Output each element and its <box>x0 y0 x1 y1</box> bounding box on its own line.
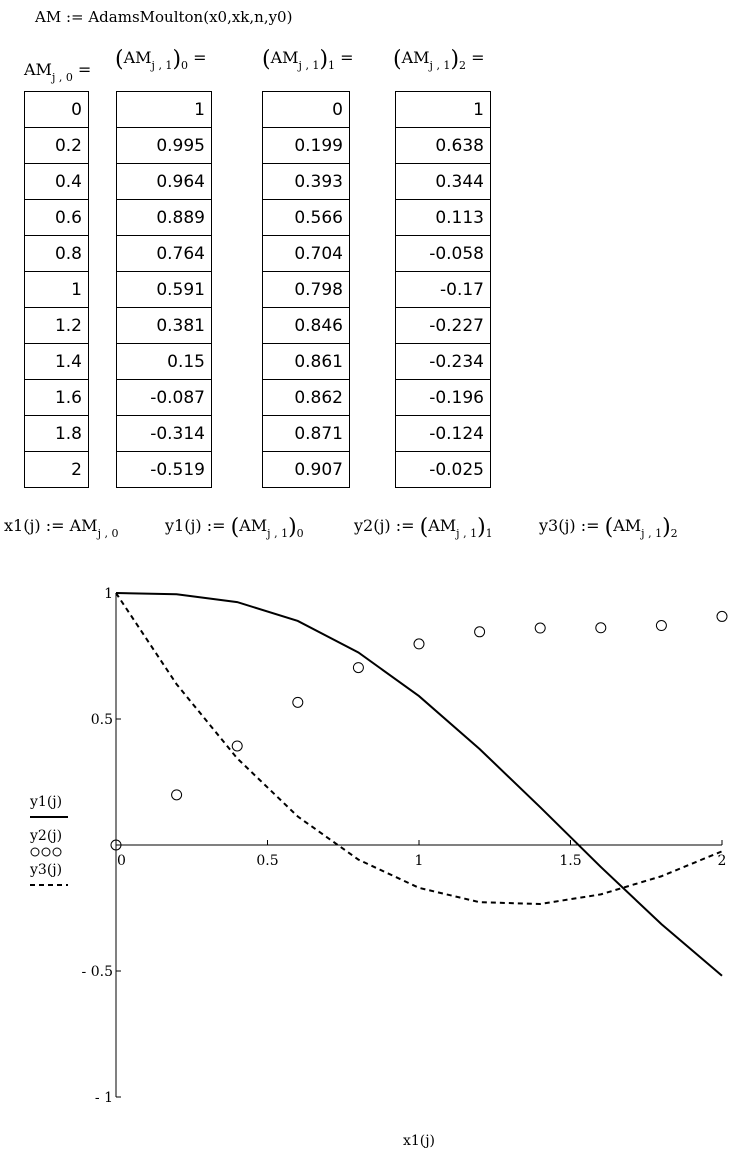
table-cell-y2: 0.846 <box>263 308 349 344</box>
table-cell-y3: -0.196 <box>396 380 490 416</box>
table-cell-y3: -0.124 <box>396 416 490 452</box>
table-cell-y3: 0.113 <box>396 200 490 236</box>
data-point-y2 <box>716 610 728 622</box>
table-cell-y3: -0.025 <box>396 452 490 488</box>
table-cell-y3: -0.17 <box>396 272 490 308</box>
table-cell-x: 0.8 <box>25 236 88 272</box>
table-cell-y3: 0.638 <box>396 128 490 164</box>
table-cell-y2: 0.704 <box>263 236 349 272</box>
table-cell-y1: -0.519 <box>117 452 211 488</box>
legend-swatch-y2 <box>30 847 40 857</box>
series-line-y1 <box>115 592 723 977</box>
def-y3[interactable]: y3(j) := (AMj , 1)2 <box>539 515 678 540</box>
result-table-x[interactable]: 0 0.2 0.4 0.6 0.8 1 1.2 1.4 1.6 1.8 2 <box>24 91 89 488</box>
y-tick-label: - 0.5 <box>82 964 113 980</box>
data-point-y2 <box>413 638 425 650</box>
table-cell-y1: 0.591 <box>117 272 211 308</box>
legend-swatch-y2 <box>41 847 51 857</box>
result-table-y2[interactable]: 0 0.199 0.393 0.566 0.704 0.798 0.846 0.861 0.86… <box>262 91 350 488</box>
header-am-j1-1[interactable]: (AMj , 1)1 = <box>262 47 354 72</box>
table-cell-y2: 0.566 <box>263 200 349 236</box>
x-tick-label: 0.5 <box>256 853 278 869</box>
table-cell-x: 1.8 <box>25 416 88 452</box>
x-tick-label: 1.5 <box>559 853 581 869</box>
data-point-y2 <box>534 622 546 634</box>
table-cell-x: 1 <box>25 272 88 308</box>
y-tick-label: - 1 <box>95 1090 113 1106</box>
table-cell-y2: 0.907 <box>263 452 349 488</box>
table-cell-x: 0.2 <box>25 128 88 164</box>
x-tick-label: 0 <box>117 853 126 869</box>
def-x1[interactable]: x1(j) := AMj , 0 <box>4 516 119 540</box>
data-point-y2 <box>655 620 667 632</box>
table-cell-x: 2 <box>25 452 88 488</box>
def-y2[interactable]: y2(j) := (AMj , 1)1 <box>354 515 493 540</box>
y-tick-label: 1 <box>104 586 113 602</box>
def-y1[interactable]: y1(j) := (AMj , 1)0 <box>165 515 304 540</box>
table-cell-y1: 0.15 <box>117 344 211 380</box>
table-cell-y1: 0.995 <box>117 128 211 164</box>
header-am-j0[interactable]: AMj , 0 = <box>24 60 92 84</box>
series-line-y3 <box>115 592 723 905</box>
table-cell-y1: 0.381 <box>117 308 211 344</box>
legend-label-y3: y3(j) <box>29 862 62 878</box>
y-tick-label: 0.5 <box>91 712 113 728</box>
table-cell-y2: 0.861 <box>263 344 349 380</box>
x-axis-label: x1(j) <box>403 1133 435 1149</box>
data-point-y2 <box>292 696 304 708</box>
data-point-y2 <box>110 839 122 851</box>
table-cell-y1: -0.087 <box>117 380 211 416</box>
table-cell-y1: 0.764 <box>117 236 211 272</box>
legend-label-y1: y1(j) <box>29 794 62 810</box>
data-point-y2 <box>474 626 486 638</box>
table-cell-y2: 0 <box>263 92 349 128</box>
table-cell-y2: 0.798 <box>263 272 349 308</box>
x-tick-label: 2 <box>718 853 727 869</box>
table-cell-x: 0.6 <box>25 200 88 236</box>
header-am-j1-2[interactable]: (AMj , 1)2 = <box>393 47 485 72</box>
table-cell-y3: -0.058 <box>396 236 490 272</box>
table-cell-y2: 0.871 <box>263 416 349 452</box>
data-point-y2 <box>231 740 243 752</box>
table-cell-x: 0.4 <box>25 164 88 200</box>
table-cell-y1: 1 <box>117 92 211 128</box>
data-point-y2 <box>352 662 364 674</box>
table-cell-y2: 0.393 <box>263 164 349 200</box>
legend-swatch-y2 <box>52 847 62 857</box>
result-table-y3[interactable]: 1 0.638 0.344 0.113 -0.058 -0.17 -0.227 -0.234-… <box>395 91 491 488</box>
table-cell-x: 0 <box>25 92 88 128</box>
result-table-y1[interactable]: 1 0.995 0.964 0.889 0.764 0.591 0.381 0.15 -0.08… <box>116 91 212 488</box>
table-cell-y3: 0.344 <box>396 164 490 200</box>
x-tick-label: 1 <box>415 853 424 869</box>
table-cell-x: 1.6 <box>25 380 88 416</box>
table-cell-y2: 0.862 <box>263 380 349 416</box>
table-cell-y1: -0.314 <box>117 416 211 452</box>
legend-label-y2: y2(j) <box>29 828 62 844</box>
adams-moulton-definition[interactable]: AM := AdamsMoulton(x0,xk,n,y0) <box>35 8 293 26</box>
table-cell-y3: -0.227 <box>396 308 490 344</box>
table-cell-y1: 0.964 <box>117 164 211 200</box>
table-cell-y3: -0.234 <box>396 344 490 380</box>
table-cell-y2: 0.199 <box>263 128 349 164</box>
data-point-y2 <box>595 622 607 634</box>
header-am-j1-0[interactable]: (AMj , 1)0 = <box>115 47 207 72</box>
table-cell-y1: 0.889 <box>117 200 211 236</box>
table-cell-x: 1.2 <box>25 308 88 344</box>
table-cell-x: 1.4 <box>25 344 88 380</box>
data-point-y2 <box>171 789 183 801</box>
table-cell-y3: 1 <box>396 92 490 128</box>
